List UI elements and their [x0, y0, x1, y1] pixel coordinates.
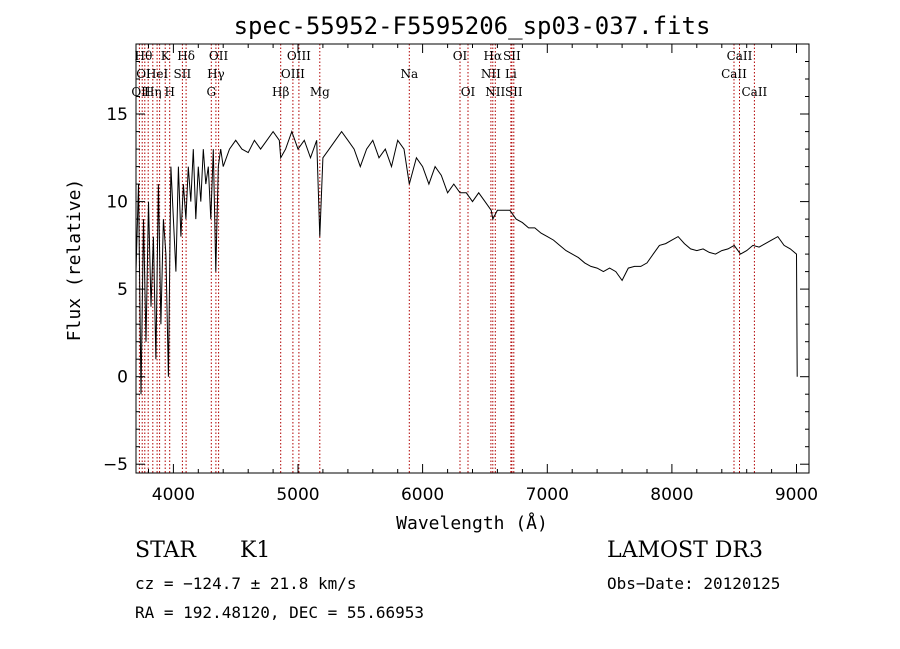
line-label: NII: [485, 85, 505, 99]
line-markers: [138, 44, 755, 473]
line-label: K: [161, 49, 171, 63]
line-label: Li: [505, 67, 517, 81]
x-tick-label: 4000: [152, 485, 195, 505]
line-label: SII: [503, 49, 521, 63]
y-tick-label: 10: [106, 193, 128, 213]
x-tick-label: 5000: [276, 485, 319, 505]
line-label: SII: [174, 67, 192, 81]
line-label: OIII: [281, 67, 305, 81]
line-label: CaII: [741, 85, 767, 99]
line-label: Hα: [484, 49, 503, 63]
survey-label: LAMOST DR3: [607, 538, 763, 563]
x-axis-label: Wavelength (Å): [396, 512, 548, 534]
y-tick-label: 0: [117, 368, 128, 388]
line-label: Hγ: [207, 67, 225, 81]
chart-title: spec-55952-F5595206_sp03-037.fits: [234, 12, 711, 40]
line-label: CaII: [727, 49, 753, 63]
x-tick-label: 8000: [650, 485, 693, 505]
line-label: Hη: [144, 85, 162, 99]
coordinates: RA = 192.48120, DEC = 55.66953: [135, 603, 424, 622]
line-label: OI: [453, 49, 468, 63]
line-label: G: [207, 85, 217, 99]
line-label: H: [164, 85, 174, 99]
line-label: OIII: [287, 49, 311, 63]
line-label: Hδ: [177, 49, 195, 63]
y-tick-label: 5: [117, 280, 128, 300]
line-label: HeI: [146, 67, 169, 81]
x-tick-label: 9000: [775, 485, 818, 505]
line-label: OI: [136, 67, 151, 81]
line-label: SII: [505, 85, 523, 99]
subclass-label: K1: [240, 538, 271, 563]
plot-frame: [135, 43, 810, 474]
line-label: Hβ: [272, 85, 289, 99]
class-label: STAR: [135, 538, 196, 563]
line-label: OI: [461, 85, 476, 99]
y-tick-label: 15: [106, 105, 128, 125]
y-tick-label: −5: [103, 455, 128, 475]
line-label: CaII: [721, 67, 747, 81]
y-axis-label: Flux (relative): [64, 179, 85, 342]
x-tick-label: 6000: [401, 485, 444, 505]
x-axis-ticks: 4000 5000 6000 7000 8000 9000: [148, 44, 818, 505]
line-label: Mg: [310, 85, 330, 99]
line-label: OII: [209, 49, 229, 63]
line-label: Hθ: [135, 49, 153, 63]
line-label: Na: [400, 67, 418, 81]
y-axis-ticks: −5 0 5 10 15: [103, 61, 809, 475]
line-label: NII: [481, 67, 501, 81]
observation-date: Obs−Date: 20120125: [607, 574, 781, 593]
spectrum-line: [135, 130, 798, 395]
redshift-cz: cz = −124.7 ± 21.8 km/s: [135, 574, 357, 593]
x-tick-label: 7000: [526, 485, 569, 505]
